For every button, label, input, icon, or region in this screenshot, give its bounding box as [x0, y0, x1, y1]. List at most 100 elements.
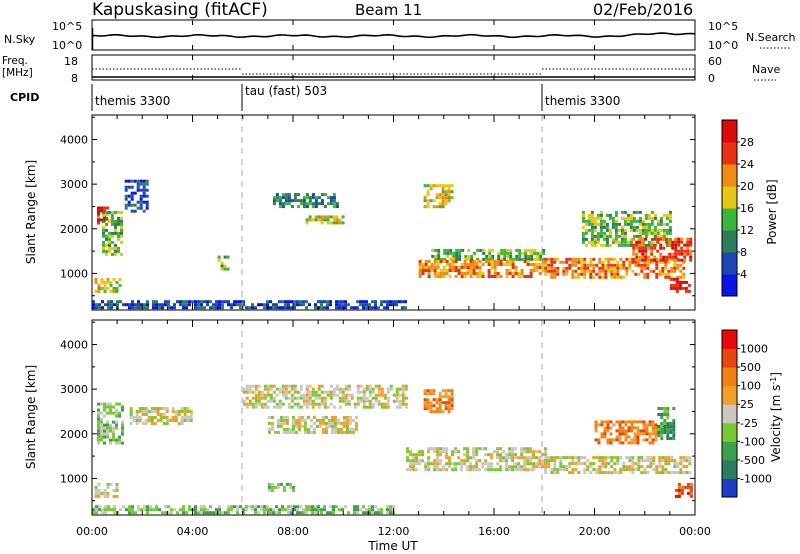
power-data-cell	[680, 249, 684, 253]
power-data-cell	[643, 263, 647, 267]
velocity-data-cell	[112, 405, 115, 409]
velocity-data-cell	[267, 485, 271, 489]
velocity-data-cell	[646, 456, 650, 460]
velocity-data-cell	[347, 399, 351, 403]
velocity-data-cell	[526, 468, 530, 472]
velocity-data-cell	[499, 456, 503, 460]
power-data-cell	[520, 275, 524, 278]
power-data-cell	[652, 260, 656, 264]
velocity-data-cell	[242, 508, 245, 512]
velocity-data-cell	[306, 427, 310, 431]
power-data-cell	[604, 272, 608, 276]
power-data-cell	[120, 231, 123, 235]
velocity-data-cell	[472, 465, 476, 469]
velocity-data-cell	[660, 437, 664, 440]
velocity-data-cell	[450, 407, 454, 411]
power-data-cell	[518, 251, 522, 255]
power-data-cell	[308, 202, 312, 206]
power-ytick-label: 1000	[60, 267, 88, 280]
power-data-cell	[629, 237, 633, 241]
power-data-cell	[583, 260, 587, 264]
power-data-cell	[601, 266, 605, 270]
velocity-data-cell	[502, 459, 506, 463]
velocity-data-cell	[356, 387, 360, 391]
velocity-data-cell	[97, 420, 100, 424]
velocity-data-cell	[689, 491, 693, 495]
velocity-data-cell	[362, 511, 365, 515]
power-data-cell	[638, 258, 642, 262]
time-tick-label: 08:00	[277, 525, 309, 538]
power-echo-region	[581, 210, 672, 247]
power-data-cell	[446, 254, 450, 258]
velocity-data-cell	[171, 419, 175, 422]
velocity-data-cell	[257, 511, 260, 515]
velocity-data-cell	[266, 390, 270, 394]
velocity-data-cell	[100, 426, 103, 430]
power-data-cell	[689, 258, 693, 262]
power-data-cell	[431, 248, 435, 252]
power-data-cell	[185, 306, 188, 310]
velocity-data-cell	[438, 407, 442, 411]
power-data-cell	[293, 196, 297, 200]
power-data-cell	[602, 237, 606, 241]
velocity-data-cell	[395, 387, 399, 391]
velocity-data-cell	[457, 462, 461, 466]
velocity-data-cell	[432, 410, 436, 414]
velocity-data-cell	[660, 422, 664, 425]
power-data-cell	[475, 275, 479, 278]
velocity-data-cell	[672, 428, 676, 431]
velocity-data-cell	[389, 511, 392, 515]
velocity-data-cell	[267, 421, 271, 425]
velocity-data-cell	[651, 432, 655, 436]
velocity-data-cell	[150, 410, 154, 413]
velocity-data-cell	[622, 462, 626, 466]
velocity-data-cell	[320, 511, 323, 515]
velocity-data-cell	[553, 462, 557, 466]
velocity-data-cell	[296, 390, 300, 394]
velocity-data-cell	[362, 387, 366, 391]
power-data-cell	[644, 249, 648, 253]
power-data-cell	[272, 199, 276, 203]
velocity-data-cell	[600, 435, 604, 439]
velocity-data-cell	[475, 462, 479, 466]
velocity-data-cell	[368, 511, 371, 515]
velocity-data-cell	[553, 468, 557, 472]
power-data-cell	[675, 280, 679, 284]
power-data-cell	[647, 222, 651, 226]
velocity-data-cell	[610, 465, 614, 469]
velocity-echo-region	[94, 482, 119, 498]
velocity-data-cell	[409, 468, 413, 472]
velocity-data-cell	[165, 416, 169, 419]
velocity-data-cell	[353, 511, 356, 515]
velocity-data-cell	[270, 415, 274, 419]
power-data-cell	[669, 283, 673, 287]
power-data-cell	[95, 303, 98, 307]
power-data-cell	[130, 194, 134, 198]
power-data-cell	[490, 266, 494, 269]
velocity-data-cell	[97, 402, 100, 406]
velocity-data-cell	[329, 402, 333, 406]
power-data-cell	[266, 300, 269, 304]
velocity-data-cell	[603, 432, 607, 436]
power-data-cell	[146, 303, 149, 307]
power-data-cell	[544, 266, 548, 270]
power-data-cell	[616, 266, 620, 270]
velocity-data-cell	[333, 415, 337, 419]
velocity-data-cell	[630, 429, 634, 433]
velocity-data-cell	[285, 421, 289, 425]
velocity-data-cell	[559, 456, 563, 460]
power-data-cell	[601, 260, 605, 264]
velocity-data-cell	[423, 392, 427, 396]
power-data-cell	[314, 215, 318, 219]
power-data-cell	[475, 266, 479, 269]
velocity-data-cell	[673, 465, 677, 469]
power-data-cell	[553, 260, 557, 264]
velocity-data-cell	[267, 430, 271, 434]
velocity-data-cell	[640, 459, 644, 463]
power-data-cell	[643, 272, 647, 276]
power-data-cell	[293, 306, 296, 310]
velocity-data-cell	[438, 395, 442, 399]
velocity-data-cell	[661, 456, 665, 460]
power-data-cell	[505, 260, 509, 263]
power-data-cell	[278, 202, 282, 206]
